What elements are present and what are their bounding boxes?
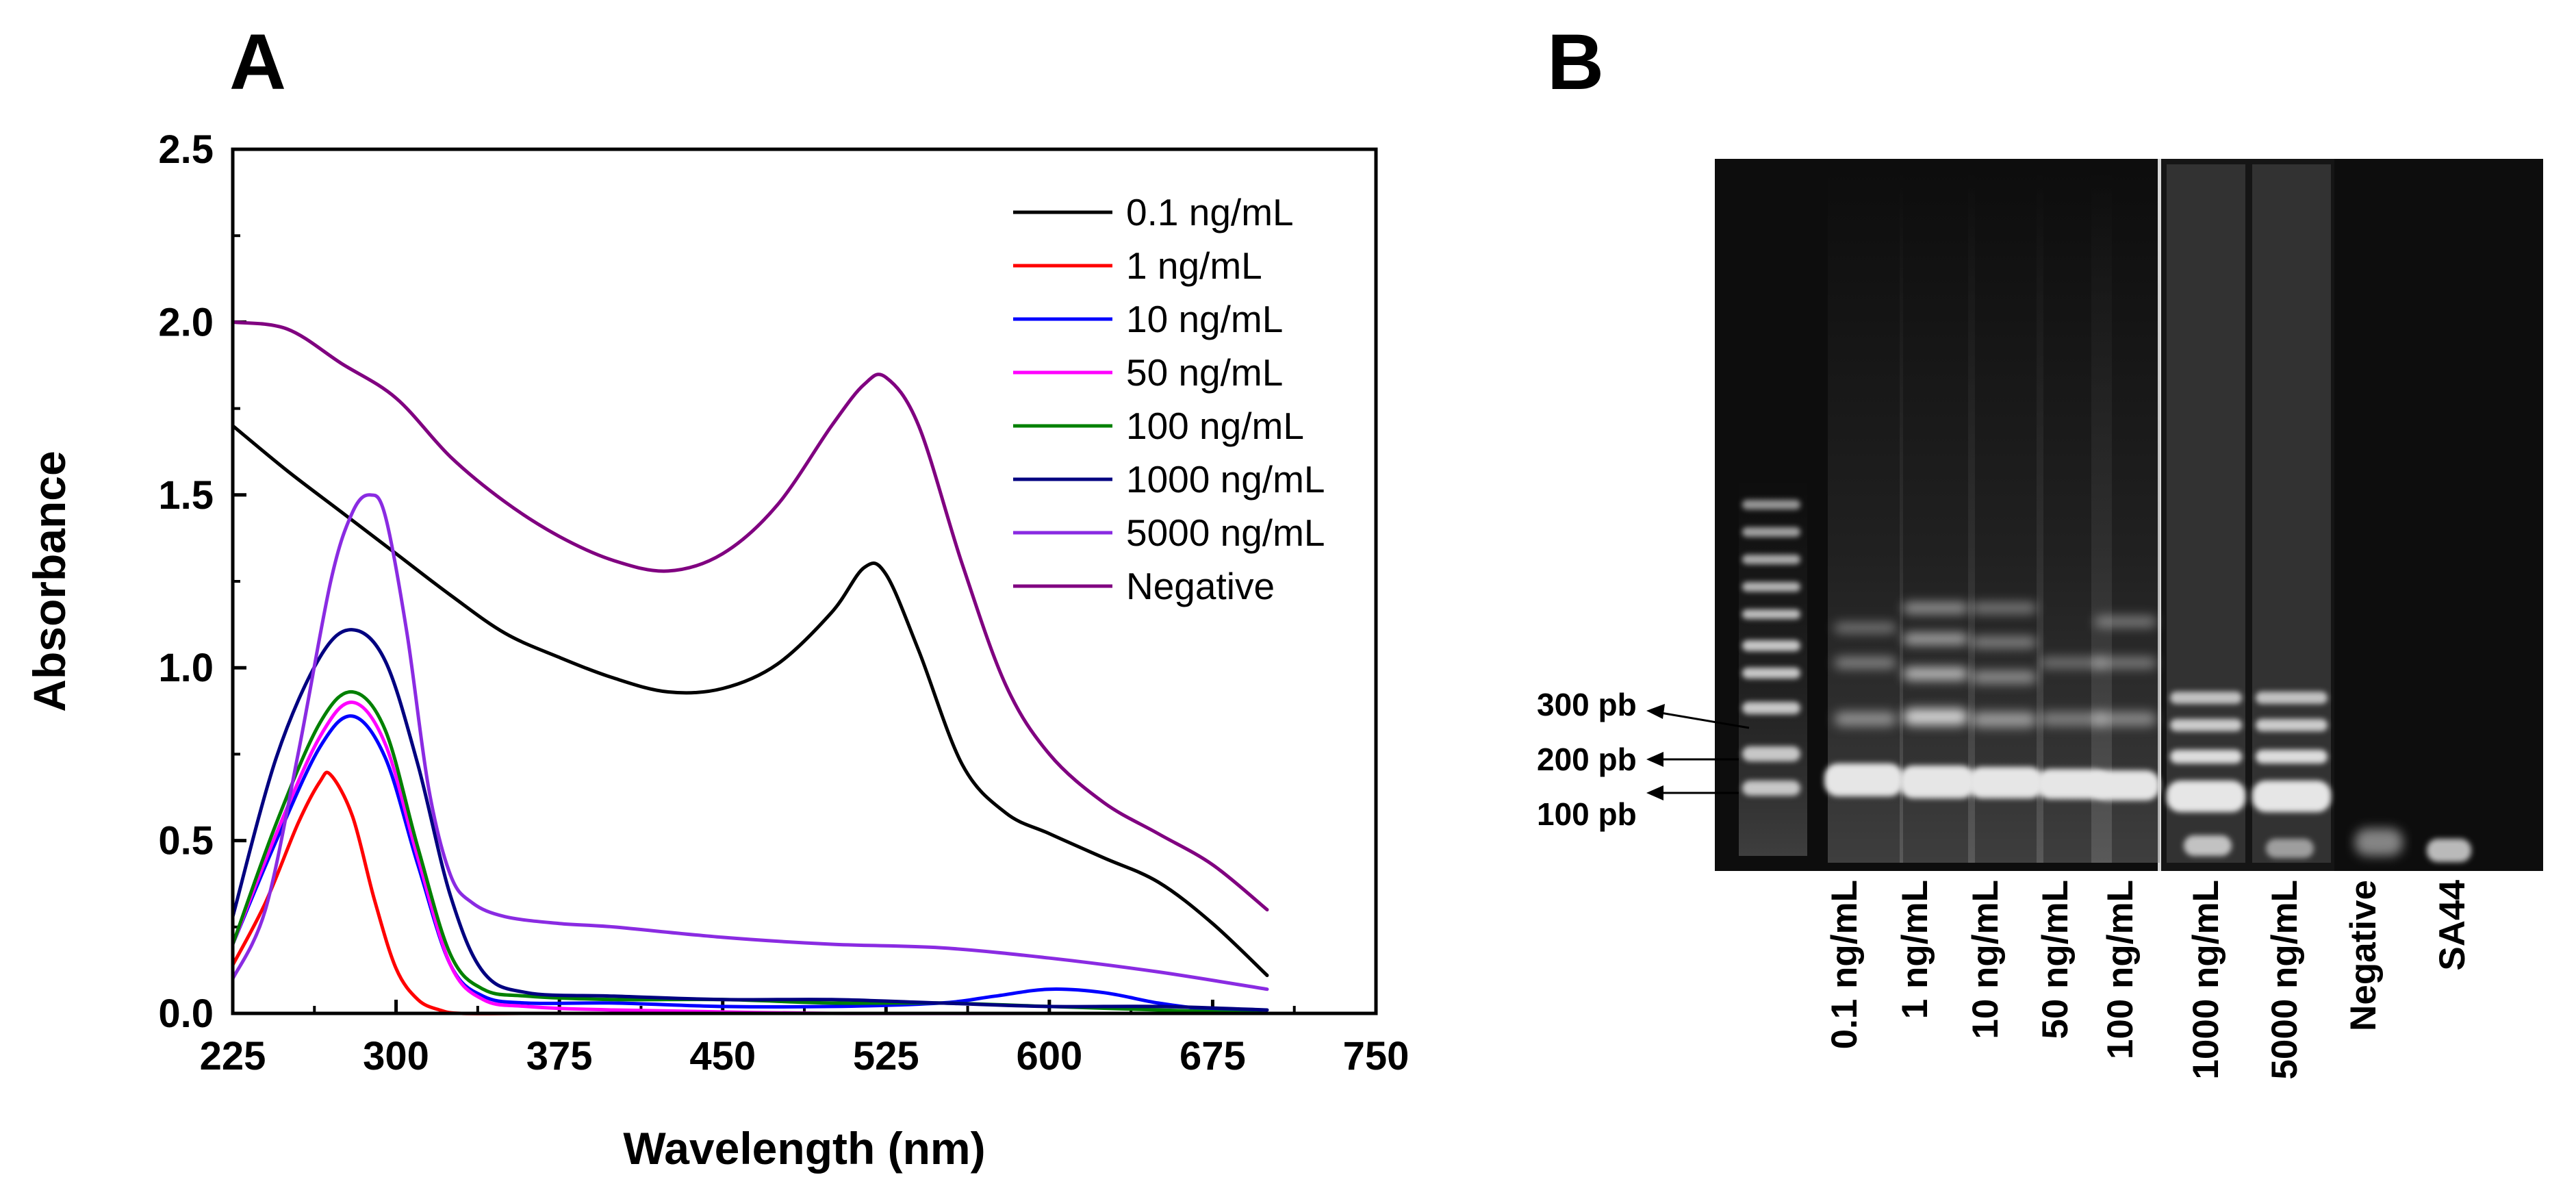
gel-lane-label: SA44 [2432, 879, 2473, 970]
y-axis-title: Absorbance [24, 451, 75, 711]
y-tick-label: 1.5 [158, 473, 214, 518]
x-tick-label: 375 [526, 1034, 593, 1078]
legend: 0.1 ng/mL 1 ng/mL 10 ng/mL 50 ng/mL 100 ng/m… [1013, 191, 1325, 607]
gel-lane-label: Negative [2343, 880, 2384, 1031]
x-tick-label: 750 [1343, 1034, 1410, 1078]
gel-image [1715, 159, 2543, 871]
panel-b-letter: B [1547, 18, 1604, 106]
series-line-7 [231, 493, 1269, 991]
gel-lane-label: 0.1 ng/mL [1824, 880, 1865, 1049]
y-tick-label: 2.5 [158, 127, 214, 172]
gel-lane-label: 10 ng/mL [1965, 880, 2006, 1039]
series-line-3 [231, 714, 1269, 1015]
sample-bands [1824, 603, 2471, 862]
ladder-bands [1742, 500, 1800, 796]
gel-lane-labels: 0.1 ng/mL 1 ng/mL 10 ng/mL 50 ng/mL 100 ng/m… [1824, 879, 2473, 1079]
gel-lane-label: 5000 ng/mL [2265, 880, 2305, 1080]
gel-lane-label: 1000 ng/mL [2186, 880, 2226, 1080]
marker-label-200: 200 pb [1537, 742, 1637, 777]
x-tick-label: 600 [1016, 1034, 1082, 1078]
marker-arrowhead-200 [1646, 752, 1663, 767]
y-tick-label: 0.0 [158, 991, 214, 1036]
gel-lane-label: 1 ng/mL [1895, 880, 1935, 1019]
legend-label: 0.1 ng/mL [1126, 191, 1294, 233]
marker-arrowhead-300 [1646, 704, 1665, 719]
legend-label: 1000 ng/mL [1126, 458, 1325, 501]
legend-label: Negative [1126, 565, 1275, 607]
legend-label: 1 ng/mL [1126, 244, 1262, 287]
x-tick-label: 225 [200, 1034, 266, 1078]
y-tick-label: 1.0 [158, 646, 214, 690]
series-line-6 [231, 628, 1269, 1012]
legend-label: 5000 ng/mL [1126, 511, 1325, 554]
marker-label-100: 100 pb [1537, 796, 1637, 832]
legend-label: 100 ng/mL [1126, 405, 1304, 447]
x-tick-label: 300 [363, 1034, 429, 1078]
y-tick-label: 0.5 [158, 819, 214, 863]
panel-b-gel: B [1537, 18, 2543, 1080]
x-tick-labels: 225 300 375 450 525 600 675 750 [200, 1034, 1410, 1078]
plot-frame [231, 147, 1378, 1015]
y-tick-label: 2.0 [158, 300, 214, 344]
marker-annotations: 300 pb 200 pb 100 pb [1537, 687, 1750, 832]
x-tick-label: 675 [1179, 1034, 1246, 1078]
marker-label-300: 300 pb [1537, 687, 1637, 722]
y-tick-labels: 0.0 0.5 1.0 1.5 2.0 2.5 [158, 127, 214, 1036]
gel-lane-label: 50 ng/mL [2035, 880, 2076, 1039]
gel-lane-label: 100 ng/mL [2100, 880, 2141, 1059]
marker-arrowhead-100 [1646, 785, 1663, 800]
x-axis-title: Wavelength (nm) [623, 1123, 985, 1174]
x-tick-label: 450 [689, 1034, 756, 1078]
series-line-1 [231, 424, 1269, 977]
series-lines [231, 320, 1269, 1015]
legend-label: 10 ng/mL [1126, 298, 1283, 340]
panel-a-letter: A [229, 18, 286, 106]
panel-a-chart: A 225 300 375 450 525 600 675 750 0.0 0.5 1.0 1.5 2… [24, 18, 1409, 1174]
legend-label: 50 ng/mL [1126, 351, 1283, 394]
series-line-8 [231, 320, 1269, 912]
x-tick-label: 525 [853, 1034, 919, 1078]
marker-arrow-300 [1656, 711, 1750, 729]
